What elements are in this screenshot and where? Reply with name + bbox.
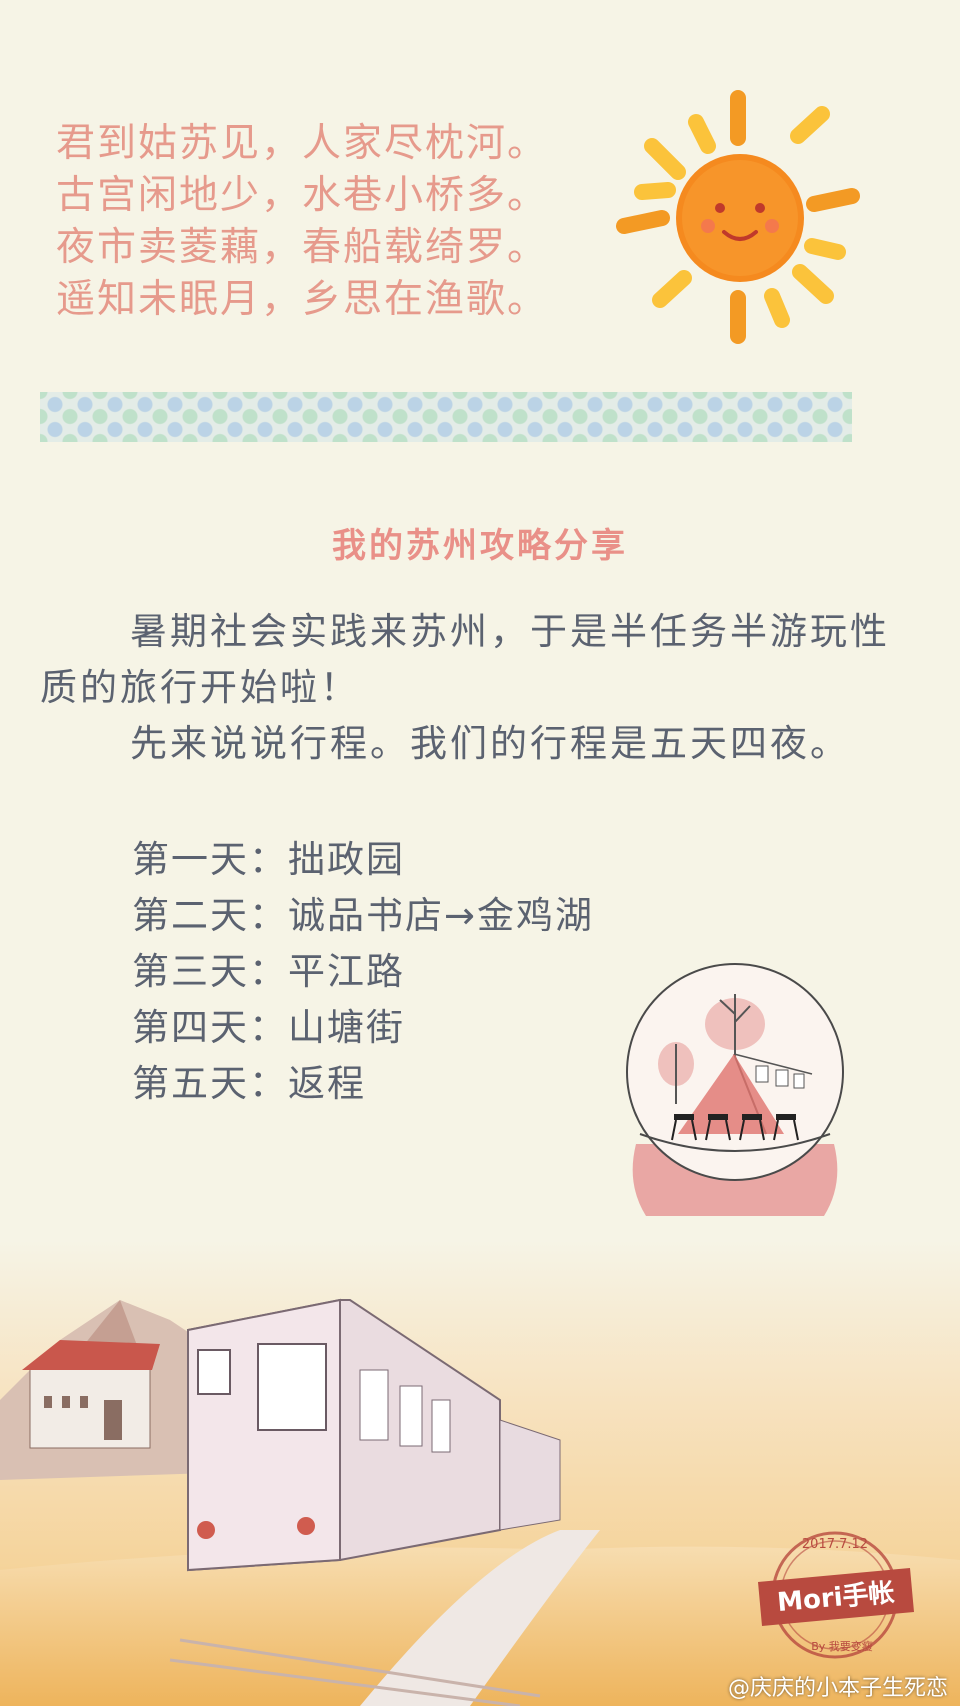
sun-illustration (616, 90, 860, 344)
paragraph: 先来说说行程。我们的行程是五天四夜。 (130, 722, 850, 765)
itinerary-item: 第五天：返程 (132, 1062, 366, 1105)
itinerary-item: 第三天：平江路 (132, 950, 405, 993)
washi-tape (40, 392, 852, 442)
poem-line: 遥知未眠月，乡思在渔歌。 (56, 277, 549, 322)
article-body: 暑期社会实践来苏州，于是半任务半游玩性质的旅行开始啦！ 先来说说行程。我们的行程… (40, 604, 900, 772)
weibo-watermark: @庆庆的小本子生死恋 (727, 1676, 948, 1701)
itinerary-list: 第一天：拙政园 第二天：诚品书店→金鸡湖 第三天：平江路 第四天：山塘街 第五天… (132, 832, 594, 1112)
itinerary-item: 第一天：拙政园 (132, 838, 405, 881)
itinerary-item: 第二天：诚品书店→金鸡湖 (132, 894, 595, 937)
stamp-byline: By 我要变瘦 (811, 1639, 873, 1653)
poem-line: 君到姑苏见，人家尽枕河。 (56, 121, 549, 166)
poem-line: 古宫闲地少，水巷小桥多。 (56, 173, 549, 218)
poem-line: 夜市卖菱藕，春船载绮罗。 (56, 225, 549, 270)
article-title: 我的苏州攻略分享 (332, 526, 628, 566)
poem: 君到姑苏见，人家尽枕河。 古宫闲地少，水巷小桥多。 夜市卖菱藕，春船载绮罗。 遥… (56, 118, 616, 326)
stamp-date: 2017.7.12 (802, 1537, 868, 1552)
paragraph: 暑期社会实践来苏州，于是半任务半游玩性质的旅行开始啦！ (40, 610, 890, 709)
snow-globe-illustration (626, 963, 844, 1216)
mori-stamp: 2017.7.12 Mori手帐 By 我要变瘦 (758, 1531, 914, 1659)
itinerary-item: 第四天：山塘街 (132, 1006, 405, 1049)
train-landscape-illustration (0, 1240, 960, 1706)
